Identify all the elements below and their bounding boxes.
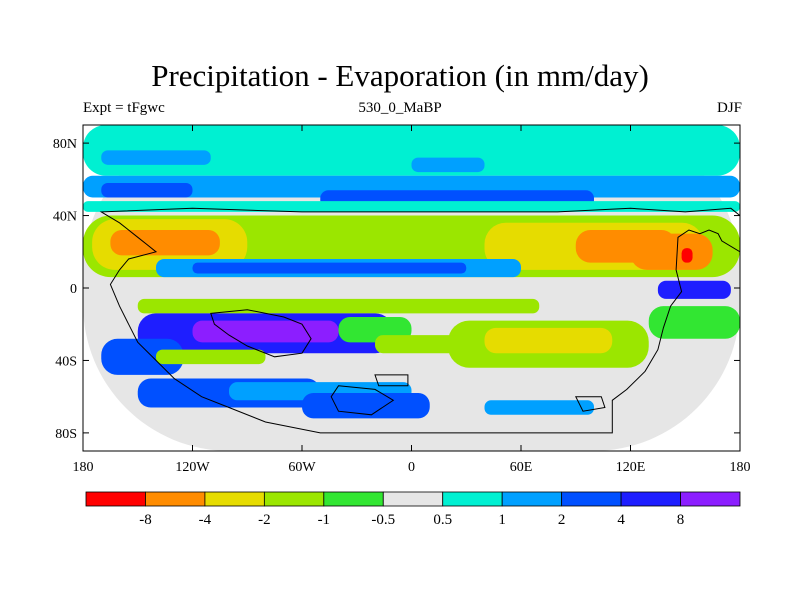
- colorbar-swatch-7: [501, 491, 563, 507]
- land-outline-1: [210, 309, 312, 358]
- field-region-14: [192, 262, 467, 274]
- field-region-19: [156, 349, 266, 365]
- field-region-28: [484, 400, 594, 415]
- y-tick-label-0: 80N: [53, 137, 77, 152]
- y-tick-label-1: 40N: [53, 210, 77, 225]
- x-tick-label-1: 120W: [175, 460, 210, 475]
- colorbar-label-0: -8: [139, 512, 152, 528]
- field-region-30: [657, 280, 731, 299]
- axes: 180 120W 60W 0 60E 120E 180 80N 40N 0 40S 80S: [53, 125, 751, 475]
- time-label: 530_0_MaBP: [358, 100, 442, 116]
- land-outline-0: [99, 207, 740, 434]
- chart-title: Precipitation - Evaporation (in mm/day): [151, 58, 649, 93]
- land-outline-3: [374, 374, 409, 387]
- x-tick-label-4: 60E: [510, 460, 533, 475]
- y-tick-label-3: 40S: [55, 354, 77, 369]
- colorbar-label-3: -1: [318, 512, 331, 528]
- colorbar-swatch-0: [85, 491, 146, 507]
- map-field: [83, 125, 740, 451]
- field-region-1: [83, 125, 740, 176]
- field-region-27: [302, 393, 430, 419]
- y-tick-label-4: 80S: [55, 427, 77, 442]
- land-outline-4: [574, 396, 606, 412]
- colorbar-swatch-3: [263, 491, 325, 507]
- colorbar-label-2: -2: [258, 512, 271, 528]
- field-region-15: [137, 298, 540, 314]
- colorbar-label-1: -4: [199, 512, 212, 528]
- colorbar-label-4: -0.5: [371, 512, 395, 528]
- season-label: DJF: [716, 100, 742, 116]
- colorbar: -8 -4 -2 -1 -0.5 0.5 1 2 4 8: [85, 491, 741, 528]
- field-region-21: [484, 327, 613, 354]
- colorbar-label-5: 0.5: [433, 512, 452, 528]
- x-tick-label-0: 180: [73, 460, 94, 475]
- colorbar-swatch-10: [680, 491, 741, 507]
- colorbar-label-6: 1: [498, 512, 506, 528]
- colorbar-swatch-6: [442, 491, 503, 507]
- field-region-10: [110, 230, 220, 256]
- land-outlines: [99, 207, 740, 434]
- colorbar-label-8: 4: [617, 512, 625, 528]
- land-outline-2: [330, 385, 395, 416]
- field-region-5: [411, 157, 485, 173]
- experiment-label: Expt = tFgwc: [83, 100, 165, 116]
- x-tick-label-5: 120E: [616, 460, 646, 475]
- field-region-7: [83, 201, 740, 212]
- field-region-24: [648, 306, 740, 339]
- colorbar-swatch-8: [561, 491, 622, 507]
- colorbar-swatch-1: [145, 491, 206, 507]
- colorbar-swatch-4: [323, 491, 384, 507]
- colorbar-label-7: 2: [558, 512, 566, 528]
- field-region-23: [375, 335, 467, 354]
- colorbar-swatch-9: [620, 491, 681, 507]
- field-region-4: [101, 150, 211, 165]
- field-region-31: [681, 248, 693, 263]
- field-region-29: [630, 233, 713, 270]
- x-tick-label-2: 60W: [288, 460, 316, 475]
- field-region-3: [101, 182, 193, 198]
- y-tick-label-2: 0: [70, 282, 77, 297]
- colorbar-swatch-5: [382, 491, 444, 507]
- field-region-17: [192, 320, 339, 343]
- field-region-18: [101, 338, 184, 375]
- x-tick-label-6: 180: [730, 460, 751, 475]
- colorbar-label-9: 8: [677, 512, 685, 528]
- colorbar-swatch-2: [204, 491, 265, 507]
- x-tick-label-3: 0: [408, 460, 415, 475]
